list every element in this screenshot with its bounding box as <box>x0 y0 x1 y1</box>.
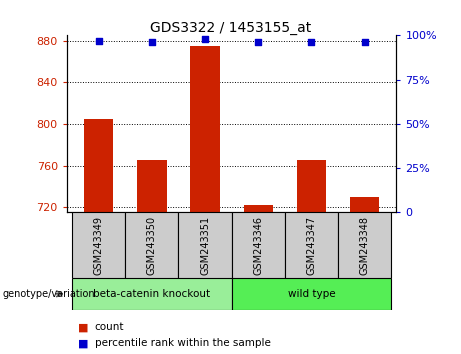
Text: genotype/variation: genotype/variation <box>2 289 95 299</box>
Bar <box>137 160 166 212</box>
Text: GSM243348: GSM243348 <box>360 216 370 275</box>
Bar <box>350 197 379 212</box>
Point <box>254 40 262 45</box>
Bar <box>338 212 391 278</box>
Text: wild type: wild type <box>288 289 335 299</box>
Text: beta-catenin knockout: beta-catenin knockout <box>93 289 211 299</box>
Bar <box>72 278 231 310</box>
Text: count: count <box>95 322 124 332</box>
Text: ■: ■ <box>78 322 89 332</box>
Point <box>148 40 156 45</box>
Bar <box>231 212 285 278</box>
Text: ■: ■ <box>78 338 89 348</box>
Text: GSM243349: GSM243349 <box>94 216 104 275</box>
Bar <box>190 46 220 212</box>
Text: percentile rank within the sample: percentile rank within the sample <box>95 338 271 348</box>
Point <box>307 40 315 45</box>
Text: GSM243347: GSM243347 <box>307 216 316 275</box>
Bar <box>125 212 178 278</box>
Text: GSM243346: GSM243346 <box>253 216 263 275</box>
Text: GDS3322 / 1453155_at: GDS3322 / 1453155_at <box>150 21 311 35</box>
Point <box>361 40 368 45</box>
Bar <box>243 205 273 212</box>
Point <box>201 36 209 42</box>
Bar <box>84 119 113 212</box>
Text: GSM243350: GSM243350 <box>147 216 157 275</box>
Bar <box>72 212 125 278</box>
Bar <box>285 212 338 278</box>
Bar <box>231 278 391 310</box>
Point <box>95 38 102 44</box>
Text: GSM243351: GSM243351 <box>200 216 210 275</box>
Bar <box>178 212 231 278</box>
Bar <box>297 160 326 212</box>
